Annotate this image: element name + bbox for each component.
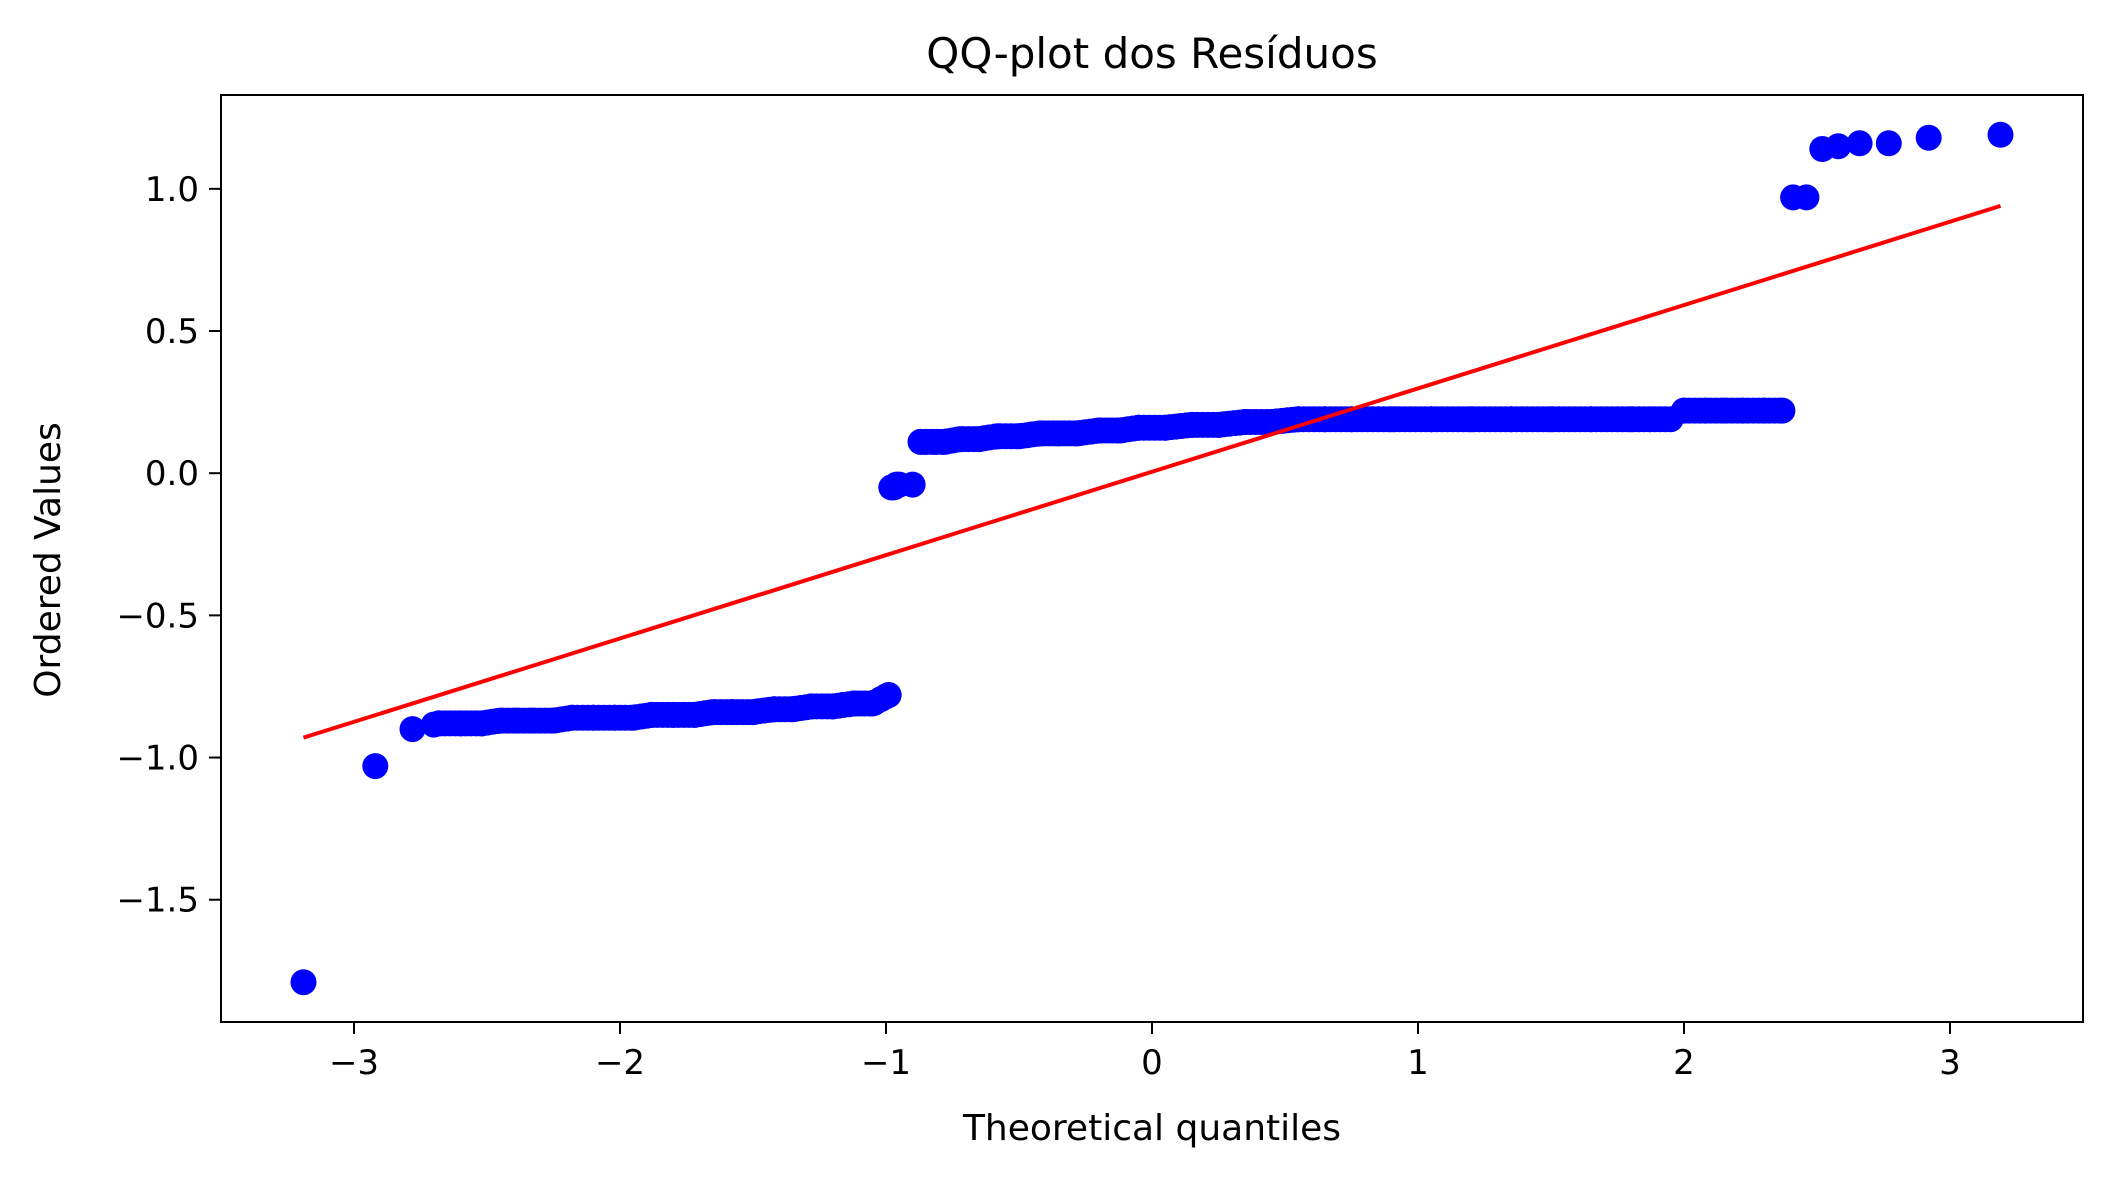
x-axis: −3 −2 −1 0 1 2 3 <box>329 1022 1961 1083</box>
data-point <box>399 716 426 743</box>
x-tick-label: 0 <box>1141 1043 1163 1083</box>
data-point <box>1987 121 2014 148</box>
y-tick-label: −1.0 <box>116 739 199 779</box>
y-tick-label: −0.5 <box>116 596 199 636</box>
plot-area <box>220 94 2084 1023</box>
data-point-cluster <box>873 683 899 710</box>
data-point-cluster <box>1766 397 1793 424</box>
x-tick-label: −1 <box>861 1043 911 1083</box>
x-tick-label: 3 <box>1939 1043 1961 1083</box>
x-tick-label: 2 <box>1673 1043 1695 1083</box>
y-tick-label: 1.0 <box>145 170 199 210</box>
data-point <box>1825 133 1852 160</box>
y-tick-label: 0.5 <box>145 312 199 352</box>
data-point <box>290 969 317 996</box>
chart-title: QQ-plot dos Resíduos <box>926 29 1377 78</box>
data-point <box>1875 130 1902 157</box>
y-tick-label: 0.0 <box>145 454 199 494</box>
x-tick-label: −3 <box>329 1043 379 1083</box>
x-tick-label: −2 <box>595 1043 645 1083</box>
data-point <box>362 753 389 780</box>
data-point <box>899 471 926 498</box>
data-point <box>1846 130 1873 157</box>
y-axis-label: Ordered Values <box>28 422 69 698</box>
y-tick-label: −1.5 <box>116 881 199 921</box>
data-point <box>1915 124 1942 151</box>
x-tick-label: 1 <box>1407 1043 1429 1083</box>
data-point <box>1793 184 1820 211</box>
plot-frame <box>220 94 2084 1023</box>
data-points <box>290 121 2014 996</box>
x-axis-label: Theoretical quantiles <box>962 1108 1341 1149</box>
fit-line <box>302 203 2002 740</box>
y-axis: −1.5 −1.0 −0.5 0.0 0.5 1.0 <box>116 170 221 921</box>
